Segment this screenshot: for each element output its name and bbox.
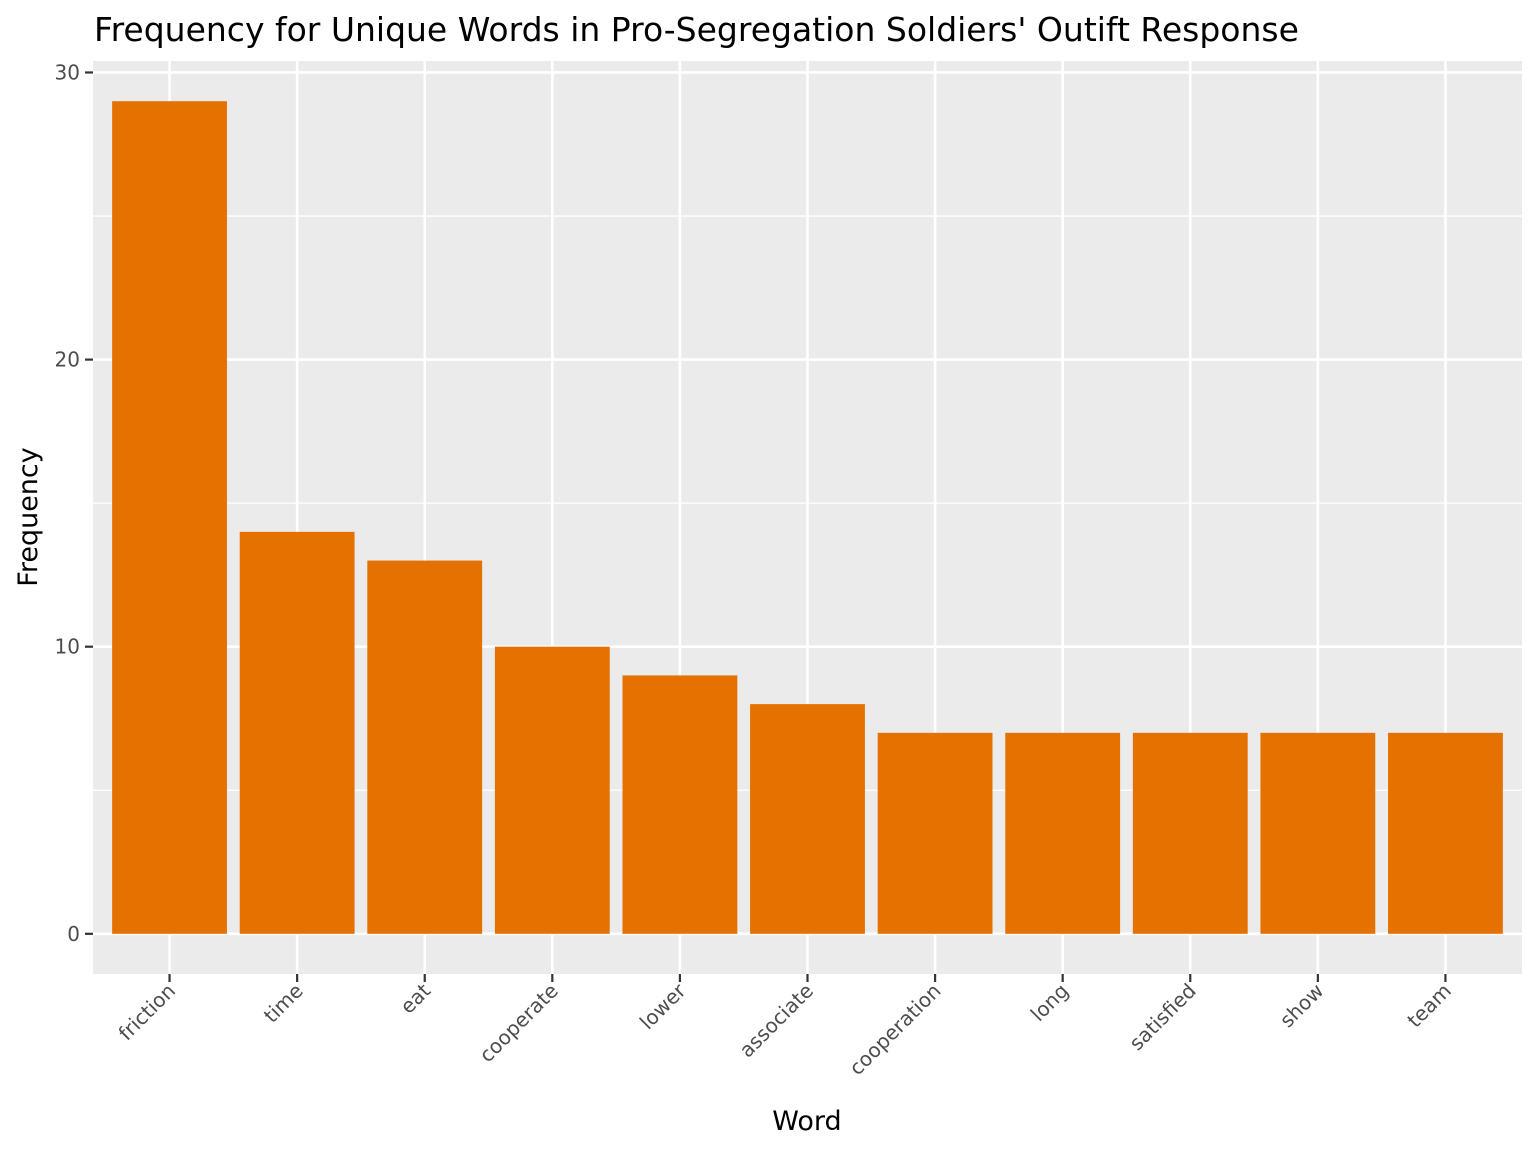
bar-satisfied [1132,732,1248,934]
bar-cooperation [877,732,993,934]
bar-time [239,531,355,934]
bar-eat [367,560,483,934]
bar-show [1260,732,1376,934]
y-axis-label: Frequency [13,447,44,587]
x-tick-label-long: long [1026,979,1073,1026]
chart-title: Frequency for Unique Words in Pro-Segreg… [94,10,1299,49]
x-tick-label-show: show [1275,979,1329,1033]
y-axis: 0 10 20 30 [55,60,93,946]
x-axis: friction time eat cooperate lower associate co… [114,974,1456,1080]
x-tick-label-time: time [259,979,308,1028]
x-tick-label-friction: friction [114,979,181,1046]
x-tick-label-team: team [1402,979,1456,1033]
x-tick-label-associate: associate [734,979,818,1063]
y-tick-label: 0 [67,922,80,946]
bar-long [1005,732,1121,934]
bar-team [1388,732,1503,934]
x-tick-label-satisfied: satisfied [1124,979,1200,1055]
x-tick-label-cooperate: cooperate [474,979,562,1067]
bar-associate [750,704,865,934]
bars [112,101,1503,934]
y-tick-label: 10 [55,635,80,659]
y-tick-label: 30 [55,60,80,84]
y-tick-label: 20 [55,348,80,372]
bar-cooperate [494,646,610,934]
x-axis-label: Word [772,1106,841,1137]
x-tick-label-cooperation: cooperation [844,979,945,1080]
bar-lower [622,675,738,934]
x-tick-label-eat: eat [395,978,435,1018]
bar-friction [112,101,227,934]
x-tick-label-lower: lower [635,978,691,1034]
